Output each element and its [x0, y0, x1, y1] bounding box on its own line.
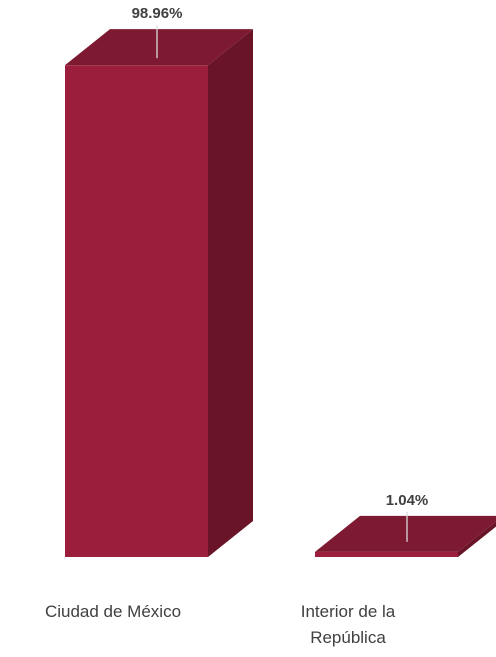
bar-side-face [208, 29, 253, 557]
bar-top-face [315, 515, 496, 552]
bars-layer [65, 29, 496, 558]
data-label: 98.96% [132, 5, 183, 22]
category-label: Ciudad de México [45, 602, 181, 621]
bar-side-face [458, 521, 496, 557]
bar-1 [65, 29, 253, 558]
bar-2 [315, 515, 496, 557]
data-label: 1.04% [386, 492, 429, 509]
category-label: República [310, 628, 386, 647]
category-label: Interior de la [301, 602, 396, 621]
labels-layer: 98.96% Ciudad de México 1.04% Interior de l… [45, 5, 428, 647]
bar-front-face [65, 65, 208, 558]
bar-top-face [65, 29, 253, 66]
bar-front-face [315, 551, 458, 557]
